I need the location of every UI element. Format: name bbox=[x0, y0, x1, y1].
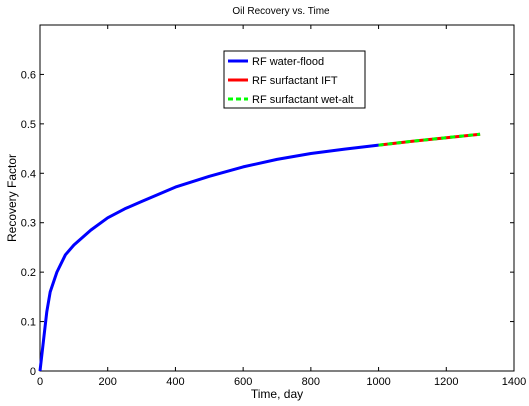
y-tick-label: 0.2 bbox=[21, 267, 36, 279]
x-tick-label: 800 bbox=[302, 376, 320, 388]
y-axis-label: Recovery Factor bbox=[5, 154, 19, 242]
series-line-3 bbox=[378, 132, 481, 147]
x-tick-label: 200 bbox=[99, 376, 117, 388]
y-tick-label: 0.6 bbox=[21, 69, 36, 81]
x-tick-label: 1000 bbox=[366, 376, 390, 388]
legend: RF water-flood RF surfactant IFT RF surfac… bbox=[223, 50, 366, 109]
x-tick-label: 1200 bbox=[434, 376, 458, 388]
legend-label-3: RF surfactant wet-alt bbox=[252, 94, 353, 106]
y-tick-label: 0.3 bbox=[21, 218, 36, 230]
series-line-1 bbox=[38, 143, 379, 372]
chart-title: Oil Recovery vs. Time bbox=[232, 6, 330, 17]
y-tick-label: 0.4 bbox=[21, 168, 36, 180]
series-layer bbox=[38, 132, 481, 372]
y-tick-label: 0.1 bbox=[21, 317, 36, 329]
tick-group: 0 200 400 600 800 1000 1200 1400 0 0.1 0.2 0.3 0.4 0.… bbox=[21, 25, 526, 388]
legend-label-2: RF surfactant IFT bbox=[252, 75, 338, 87]
legend-label-1: RF water-flood bbox=[252, 56, 324, 68]
x-tick-label: 400 bbox=[166, 376, 184, 388]
x-tick-label: 0 bbox=[37, 376, 43, 388]
x-tick-label: 600 bbox=[234, 376, 252, 388]
y-tick-label: 0.5 bbox=[21, 119, 36, 131]
y-tick-label: 0 bbox=[30, 366, 36, 378]
x-tick-label: 1400 bbox=[502, 376, 526, 388]
x-axis-label: Time, day bbox=[251, 387, 303, 401]
